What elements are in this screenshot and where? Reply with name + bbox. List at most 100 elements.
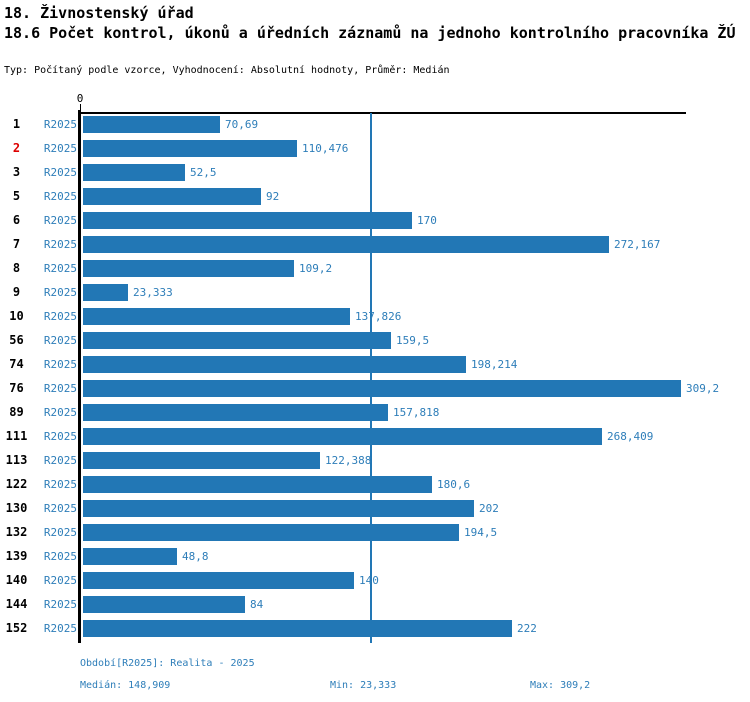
bar-value-label: 52,5 [190, 166, 217, 179]
row-category-label: 113 [5, 453, 28, 467]
bar[interactable] [83, 116, 220, 133]
row-series-label: R2025 [43, 334, 77, 347]
row-category-label: 89 [9, 405, 24, 419]
row-category-label: 56 [9, 333, 24, 347]
bar[interactable] [83, 500, 474, 517]
bar-value-label: 272,167 [614, 238, 661, 251]
bar[interactable] [83, 380, 681, 397]
bar[interactable] [83, 428, 602, 445]
row-category-label: 122 [5, 477, 28, 491]
bar[interactable] [83, 572, 354, 589]
bar[interactable] [83, 188, 261, 205]
bar[interactable] [83, 452, 320, 469]
bar[interactable] [83, 212, 412, 229]
bar-value-label: 110,476 [302, 142, 349, 155]
axis-zero-tick [80, 104, 81, 112]
bar[interactable] [83, 596, 245, 613]
bar[interactable] [83, 308, 350, 325]
footer-median: Medián: 148,909 [80, 680, 171, 691]
row-category-label: 3 [12, 165, 21, 179]
axis-zero-label: 0 [76, 92, 84, 105]
row-category-label: 76 [9, 381, 24, 395]
row-series-label: R2025 [43, 238, 77, 251]
median-line [370, 113, 372, 643]
bar-value-label: 159,5 [396, 334, 430, 347]
row-category-label: 144 [5, 597, 28, 611]
row-category-label: 111 [5, 429, 28, 443]
row-series-label: R2025 [43, 382, 77, 395]
row-category-label: 8 [12, 261, 21, 275]
row-category-label: 130 [5, 501, 28, 515]
row-series-label: R2025 [43, 502, 77, 515]
bar[interactable] [83, 548, 177, 565]
footer-period: Období[R2025]: Realita - 2025 [80, 658, 255, 669]
bar-value-label: 268,409 [607, 430, 654, 443]
bar-value-label: 84 [250, 598, 264, 611]
bar-value-label: 92 [266, 190, 280, 203]
row-category-label: 152 [5, 621, 28, 635]
bar-value-label: 140 [359, 574, 379, 587]
row-series-label: R2025 [43, 526, 77, 539]
row-series-label: R2025 [43, 430, 77, 443]
row-series-label: R2025 [43, 454, 77, 467]
footer-min: Min: 23,333 [330, 680, 397, 691]
axis-top-line [79, 112, 686, 114]
bar-value-label: 70,69 [225, 118, 259, 131]
row-series-label: R2025 [43, 214, 77, 227]
bar[interactable] [83, 164, 185, 181]
bar[interactable] [83, 356, 466, 373]
footer-max: Max: 309,2 [530, 680, 591, 691]
bar[interactable] [83, 284, 128, 301]
bar[interactable] [83, 620, 512, 637]
row-series-label: R2025 [43, 310, 77, 323]
bar-value-label: 157,818 [393, 406, 440, 419]
row-category-label: 6 [12, 213, 21, 227]
bar-value-label: 222 [517, 622, 537, 635]
bar[interactable] [83, 260, 294, 277]
row-series-label: R2025 [43, 190, 77, 203]
bar-value-label: 137,826 [355, 310, 402, 323]
bar-value-label: 180,6 [437, 478, 471, 491]
row-category-label: 74 [9, 357, 24, 371]
row-series-label: R2025 [43, 358, 77, 371]
bar-value-label: 170 [417, 214, 437, 227]
bar-value-label: 198,214 [471, 358, 518, 371]
bar[interactable] [83, 236, 609, 253]
row-series-label: R2025 [43, 166, 77, 179]
bar-value-label: 48,8 [182, 550, 209, 563]
row-category-label: 140 [5, 573, 28, 587]
axis-vertical-line [78, 110, 81, 643]
row-category-label: 5 [12, 189, 21, 203]
row-category-label: 139 [5, 549, 28, 563]
bar-value-label: 202 [479, 502, 499, 515]
row-series-label: R2025 [43, 550, 77, 563]
chart-subtitle: 18.6 Počet kontrol, úkonů a úředních záz… [4, 24, 736, 42]
row-series-label: R2025 [43, 598, 77, 611]
bar-value-label: 194,5 [464, 526, 498, 539]
bar[interactable] [83, 476, 432, 493]
bar[interactable] [83, 332, 391, 349]
row-series-label: R2025 [43, 142, 77, 155]
bar-value-label: 109,2 [299, 262, 333, 275]
bar[interactable] [83, 140, 297, 157]
row-series-label: R2025 [43, 406, 77, 419]
row-series-label: R2025 [43, 286, 77, 299]
row-category-label: 1 [12, 117, 21, 131]
row-category-label: 9 [12, 285, 21, 299]
bar-value-label: 122,388 [325, 454, 372, 467]
chart-meta-line: Typ: Počítaný podle vzorce, Vyhodnocení:… [4, 65, 450, 76]
row-category-label: 10 [9, 309, 24, 323]
row-series-label: R2025 [43, 622, 77, 635]
bar-value-label: 309,2 [686, 382, 720, 395]
chart-title: 18. Živnostenský úřad [4, 4, 194, 22]
bar-value-label: 23,333 [133, 286, 173, 299]
bar[interactable] [83, 524, 459, 541]
row-category-label: 132 [5, 525, 28, 539]
row-category-label: 7 [12, 237, 21, 251]
bar[interactable] [83, 404, 388, 421]
row-series-label: R2025 [43, 478, 77, 491]
row-series-label: R2025 [43, 118, 77, 131]
row-series-label: R2025 [43, 574, 77, 587]
row-series-label: R2025 [43, 262, 77, 275]
